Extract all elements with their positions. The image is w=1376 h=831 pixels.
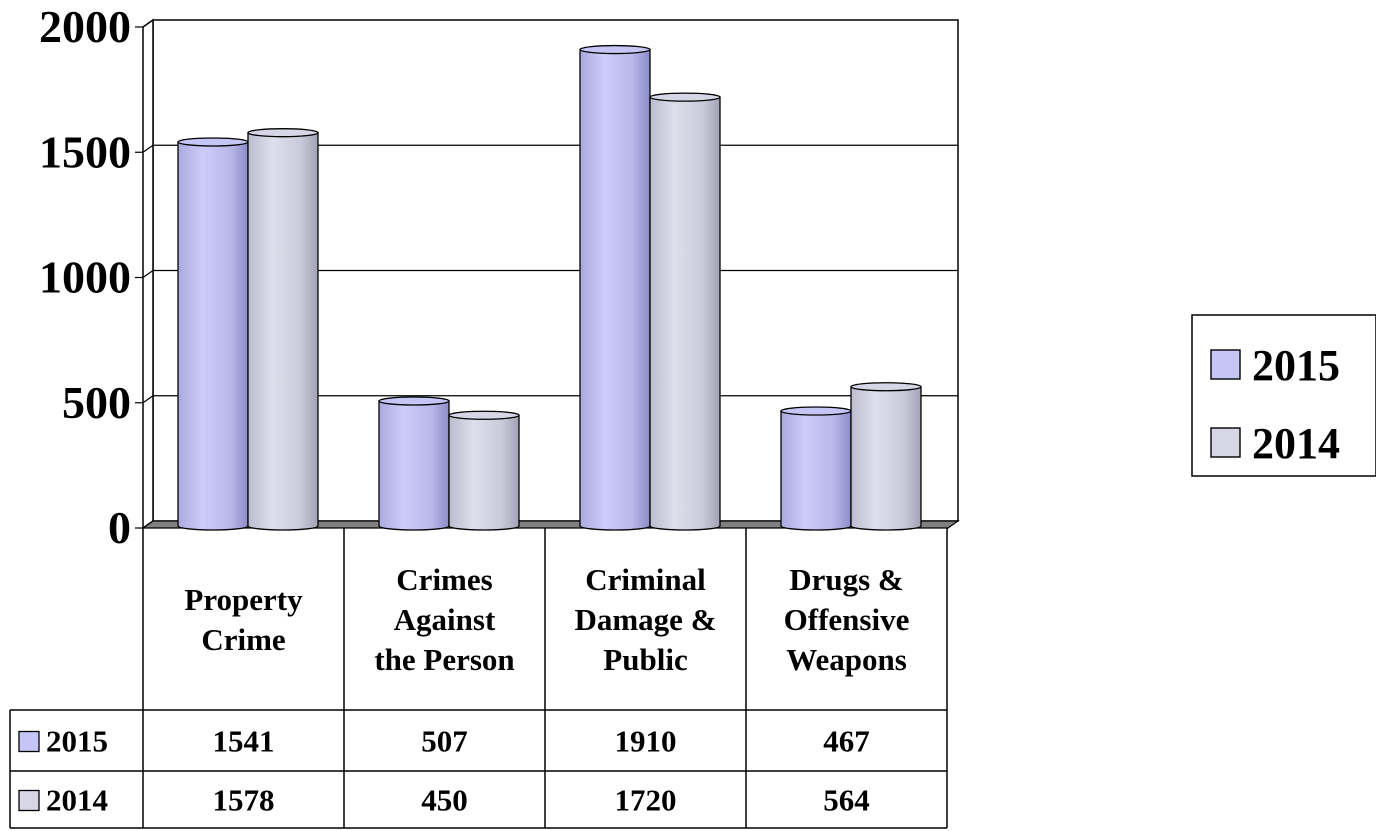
table-cell-value: 1910	[615, 724, 677, 759]
y-tick-label: 1500	[39, 126, 131, 177]
legend-key	[1210, 349, 1241, 380]
row-series-label: 2015	[46, 724, 108, 759]
category-label: Property	[184, 582, 303, 617]
category-label: Against	[394, 602, 496, 637]
table-cell-value: 1720	[615, 783, 677, 818]
table-cell-value: 1578	[213, 783, 275, 818]
category-label: Drugs &	[789, 562, 904, 597]
gridline-depth	[142, 144, 154, 153]
category-label: Public	[603, 642, 687, 677]
bars	[177, 44, 922, 531]
category-label: Offensive	[784, 602, 910, 637]
bar-2015-0	[177, 137, 249, 531]
y-axis-ticks: 0 500 1000 1500 2000	[39, 1, 143, 553]
bar-2014-3	[850, 382, 922, 531]
table-cell-value: 467	[823, 724, 870, 759]
category-label: Damage &	[574, 602, 716, 637]
row-series-label: 2014	[46, 783, 108, 818]
category-label: Crimes	[396, 562, 492, 597]
y-tick-label: 1000	[39, 252, 131, 303]
data-table: Property Crime Crimes Against the Person Crim…	[9, 528, 948, 829]
legend: 2015 2014	[1210, 341, 1340, 468]
bar-2014-0	[247, 128, 319, 531]
category-label: Criminal	[585, 562, 706, 597]
category-label: the Person	[374, 642, 514, 677]
legend-key	[1210, 427, 1241, 458]
table-cell-value: 507	[421, 724, 468, 759]
legend-label: 2014	[1252, 419, 1340, 468]
table-cell-value: 564	[823, 783, 870, 818]
category-label: Crime	[201, 622, 285, 657]
y-tick-label: 500	[62, 377, 131, 428]
row-legend-key	[18, 789, 40, 812]
bar-2015-3	[780, 406, 852, 531]
gridline-depth	[142, 270, 154, 278]
bar-2014-2	[649, 92, 721, 531]
bar-2014-1	[448, 410, 520, 531]
y-tick-label: 0	[108, 502, 131, 553]
y-tick-label: 2000	[39, 1, 131, 52]
table-cell-value: 1541	[213, 724, 275, 759]
table-cell-value: 450	[421, 783, 468, 818]
legend-label: 2015	[1252, 341, 1340, 390]
bar-2015-1	[378, 396, 450, 531]
gridline-depth	[142, 395, 154, 404]
row-legend-key	[18, 730, 40, 753]
bar-2015-2	[579, 44, 651, 531]
category-label: Weapons	[786, 642, 907, 677]
